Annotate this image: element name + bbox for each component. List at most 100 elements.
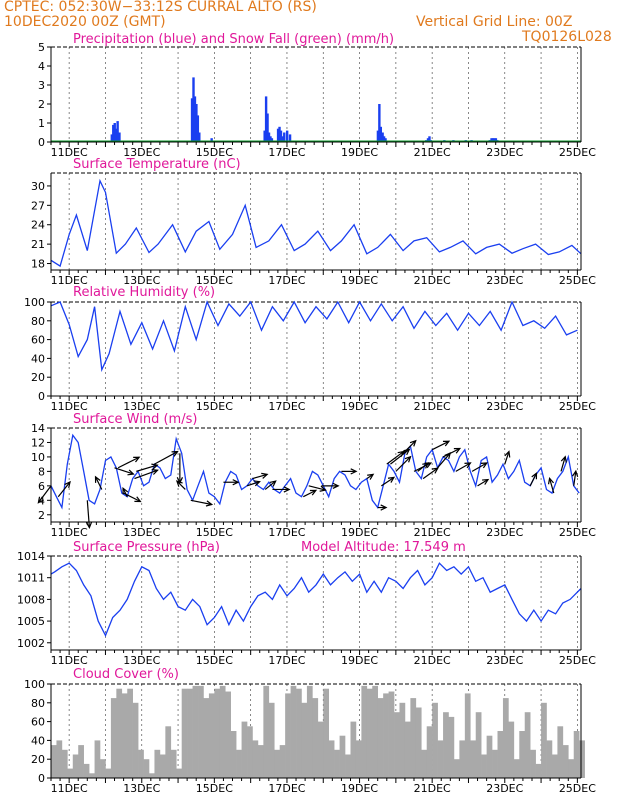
wind-vector bbox=[455, 462, 472, 472]
wind-vector-shaft bbox=[431, 440, 450, 451]
cloud-bar bbox=[105, 768, 112, 778]
cloud-bar bbox=[225, 691, 231, 778]
wind-vector-head bbox=[442, 440, 451, 447]
wind-vector-shaft bbox=[122, 488, 128, 497]
cloud-bar bbox=[192, 685, 199, 778]
cloud-bar bbox=[230, 731, 237, 778]
wind-vector-shaft bbox=[190, 499, 212, 506]
precip-bar bbox=[190, 98, 194, 142]
wind-vector-shaft bbox=[437, 452, 451, 469]
cloud-bar bbox=[219, 685, 226, 778]
wind-vector bbox=[190, 499, 214, 507]
humidity-line bbox=[50, 300, 578, 373]
cloud-bar bbox=[198, 685, 204, 778]
cloud-bar bbox=[328, 740, 335, 778]
wind-vector-head bbox=[431, 467, 439, 474]
wind-vector-shaft bbox=[455, 462, 471, 472]
wind-vector-head bbox=[409, 439, 417, 447]
precip-bar bbox=[378, 104, 381, 142]
y-tick-label: 60 bbox=[31, 334, 45, 347]
cloud-bar bbox=[334, 749, 340, 778]
x-tick-label: 23DEC bbox=[486, 526, 523, 539]
y-tick-label: 4 bbox=[38, 60, 45, 73]
wind-vector bbox=[377, 504, 388, 511]
x-tick-label: 15DEC bbox=[196, 274, 233, 287]
y-tick-label: 18 bbox=[31, 258, 45, 271]
x-tick-label: 13DEC bbox=[123, 400, 160, 413]
x-tick-label: 23DEC bbox=[486, 274, 523, 287]
cloud-bar bbox=[508, 721, 515, 778]
cloud-bar bbox=[394, 712, 400, 778]
wind-vector bbox=[308, 485, 327, 492]
wind-vector-head bbox=[380, 504, 388, 511]
cloud-bar bbox=[312, 698, 319, 778]
wind-vector-head bbox=[560, 455, 567, 463]
cloud-bar bbox=[317, 721, 324, 778]
y-tick-label: 40 bbox=[31, 352, 45, 365]
pressure-title: Surface Pressure (hPa) bbox=[73, 540, 220, 555]
wind-vector-head bbox=[232, 479, 240, 486]
wind-vector-head bbox=[464, 462, 472, 469]
x-tick-label: 15DEC bbox=[196, 400, 233, 413]
cloud-bar bbox=[154, 749, 161, 778]
precip-bar bbox=[278, 126, 281, 142]
x-tick-label: 23DEC bbox=[486, 146, 523, 159]
precip-bar bbox=[283, 132, 286, 142]
temperature-title: Surface Temperature (nC) bbox=[73, 157, 241, 172]
y-tick-label: 3 bbox=[38, 79, 45, 92]
wind-vector-head bbox=[64, 480, 71, 488]
x-tick-label: 25DEC bbox=[559, 274, 596, 287]
x-tick-label: 23DEC bbox=[486, 400, 523, 413]
cloud-bar bbox=[51, 745, 57, 778]
cloud-bar bbox=[301, 702, 308, 778]
wind-vector-head bbox=[205, 500, 214, 507]
precip-bar bbox=[195, 104, 198, 142]
x-tick-label: 25DEC bbox=[559, 654, 596, 667]
wind-vector-head bbox=[122, 487, 129, 495]
wind-vector-shaft bbox=[529, 472, 538, 487]
precip-bar bbox=[490, 138, 493, 142]
wind-vector-head bbox=[404, 455, 412, 463]
y-tick-label: 21 bbox=[31, 238, 45, 251]
wind-vector-head bbox=[504, 450, 511, 458]
cloud-bar bbox=[470, 740, 477, 778]
y-tick-label: 20 bbox=[31, 371, 45, 384]
precip-bar bbox=[263, 130, 266, 142]
wind-vector bbox=[442, 447, 462, 458]
cloud-bar bbox=[339, 735, 346, 778]
x-tick-label: 21DEC bbox=[414, 526, 451, 539]
x-tick-label: 21DEC bbox=[414, 146, 451, 159]
wind-vector-shaft bbox=[252, 473, 268, 480]
cloud-bar bbox=[383, 693, 389, 778]
cloud-bar bbox=[524, 712, 531, 778]
wind-vector bbox=[252, 472, 269, 480]
wind-vector bbox=[431, 440, 451, 451]
x-tick-label: 15DEC bbox=[196, 526, 233, 539]
cloud-bar bbox=[579, 740, 585, 778]
wind-vector-shaft bbox=[422, 467, 439, 480]
wind-vector bbox=[321, 482, 340, 489]
wind-vector bbox=[471, 462, 488, 472]
precip-bar bbox=[493, 138, 496, 142]
precip-bar bbox=[113, 123, 116, 142]
wind-vector-head bbox=[283, 486, 291, 493]
cloud-bar bbox=[67, 768, 74, 778]
cloud-bar bbox=[252, 740, 259, 778]
cloud-bar bbox=[562, 745, 569, 778]
precip-bar bbox=[494, 138, 498, 142]
wind-vector-shaft bbox=[381, 476, 395, 487]
pressure-panel: 1002 1005 1008 1011 1014 11DEC 13DEC 15DEC 17DEC… bbox=[17, 540, 596, 667]
x-tick-label: 13DEC bbox=[123, 146, 160, 159]
y-tick-label: 1014 bbox=[17, 550, 45, 563]
wind-vector-shaft bbox=[134, 469, 158, 480]
precip-bar bbox=[118, 132, 121, 142]
x-tick-label: 21DEC bbox=[414, 654, 451, 667]
wind-vector-head bbox=[151, 463, 159, 470]
temperature-panel: 18 21 24 27 30 11DEC 13DEC 15DEC 17DEC 19DEC 21DEC… bbox=[31, 157, 596, 287]
cloud-bar bbox=[437, 740, 444, 778]
wind-vector-shaft bbox=[386, 451, 404, 465]
wind-vector-shaft bbox=[477, 479, 489, 487]
precip-bar bbox=[428, 136, 431, 142]
wind-vector-shaft bbox=[402, 440, 417, 454]
